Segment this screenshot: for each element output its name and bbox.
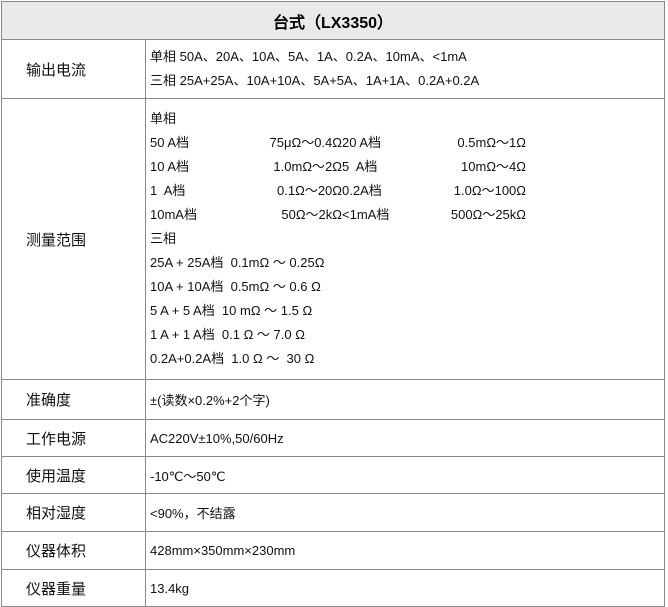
three-phase-range: 5 A + 5 A档 10 mΩ ～ 1.5 Ω <box>150 303 313 318</box>
row-value: 单相 50A、20A、10A、5A、1A、0.2A、10mA、<1mA 三相 2… <box>144 39 666 99</box>
table-row: 输出电流 单相 50A、20A、10A、5A、1A、0.2A、10mA、<1mA… <box>1 39 666 99</box>
row-label: 仪器重量 <box>1 569 146 607</box>
table-row: 测量范围 单相 50 A档 75μΩ～0.4Ω 20 A档 0.5mΩ～1Ω 10 A档… <box>1 98 666 380</box>
range-value: 1.0Ω～100Ω <box>453 183 526 198</box>
three-phase-range: 25A + 25A档 0.1mΩ ～ 0.25Ω <box>150 255 325 270</box>
single-title: 单相 <box>150 111 177 126</box>
output-three: 三相 25A+25A、10A+10A、5A+5A、1A+1A、0.2A+0.2A <box>150 73 480 88</box>
range-value: 0.1Ω～20Ω <box>277 183 342 198</box>
row-value: -10℃～50℃ <box>144 456 666 494</box>
row-label: 工作电源 <box>1 419 146 457</box>
table-row: 使用温度 -10℃～50℃ <box>1 456 666 494</box>
table-row: 仪器体积 428mm×350mm×230mm <box>1 531 666 570</box>
table-row: 仪器重量 13.4kg <box>1 569 666 607</box>
row-value: 13.4kg <box>144 569 666 607</box>
single-grid: 50 A档 75μΩ～0.4Ω 20 A档 0.5mΩ～1Ω 10 A档 1.0mΩ～2Ω… <box>150 131 664 227</box>
range-value: 0.5mΩ～1Ω <box>457 135 526 150</box>
output-single: 单相 50A、20A、10A、5A、1A、0.2A、10mA、<1mA <box>150 49 467 64</box>
three-phase-range: 0.2A+0.2A档 1.0 Ω ～ 30 Ω <box>150 351 315 366</box>
range-label: 10mA档 <box>150 207 197 222</box>
range-value: 75μΩ～0.4Ω <box>269 135 342 150</box>
three-phase-range: 1 A + 1 A档 0.1 Ω ～ 7.0 Ω <box>150 327 305 342</box>
range-label: 20 A档 <box>342 135 382 150</box>
row-value: AC220V±10%,50/60Hz <box>144 419 666 457</box>
row-value: <90%，不结露 <box>144 493 666 532</box>
range-label: 10 A档 <box>150 159 190 174</box>
three-list: 25A + 25A档 0.1mΩ ～ 0.25Ω 10A + 10A档 0.5mΩ… <box>150 251 664 371</box>
range-label: 50 A档 <box>150 135 190 150</box>
range-value: 500Ω～25kΩ <box>450 207 526 222</box>
range-label: <1mA档 <box>342 207 390 222</box>
table-row: 相对湿度 <90%，不结露 <box>1 493 666 532</box>
table-title: 台式（LX3350） <box>0 1 666 40</box>
row-value: 428mm×350mm×230mm <box>144 531 666 570</box>
table-row: 工作电源 AC220V±10%,50/60Hz <box>1 419 666 457</box>
row-label: 测量范围 <box>1 98 146 380</box>
row-label: 准确度 <box>1 379 146 420</box>
row-value: 单相 50 A档 75μΩ～0.4Ω 20 A档 0.5mΩ～1Ω 10 A档 1.0mΩ… <box>144 98 666 380</box>
three-title: 三相 <box>150 231 177 246</box>
row-label: 相对湿度 <box>1 493 146 532</box>
range-value: 50Ω～2kΩ <box>281 207 342 222</box>
range-value: 10mΩ～4Ω <box>461 159 526 174</box>
range-label: 0.2A档 <box>342 183 382 198</box>
table-row: 准确度 ±(读数×0.2%+2个字) <box>1 379 666 420</box>
row-label: 仪器体积 <box>1 531 146 570</box>
range-label: 5 A档 <box>342 159 378 174</box>
row-label: 输出电流 <box>1 39 146 99</box>
row-label: 使用温度 <box>1 456 146 494</box>
range-value: 1.0mΩ～2Ω <box>273 159 342 174</box>
range-label: 1 A档 <box>150 183 186 198</box>
row-value: ±(读数×0.2%+2个字) <box>144 379 666 420</box>
three-phase-range: 10A + 10A档 0.5mΩ ～ 0.6 Ω <box>150 279 321 294</box>
